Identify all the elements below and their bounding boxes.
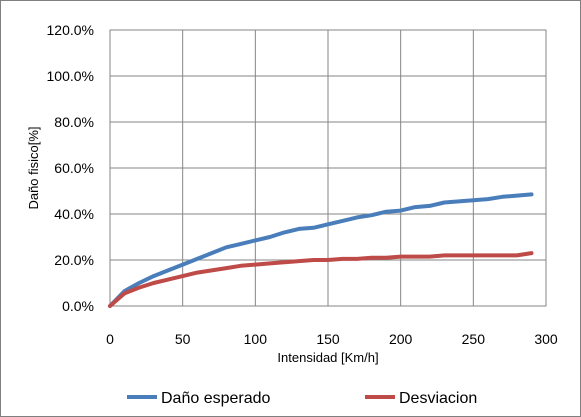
y-tick-label: 60.0% [54,160,94,176]
legend-label-2: Desviacion [399,390,477,407]
y-tick-label: 100.0% [47,68,94,84]
plot-border [109,29,547,307]
x-tick-label: 50 [175,331,191,347]
x-tick-label: 0 [106,331,114,347]
legend-label-1: Daño esperado [161,390,271,407]
series-line-2 [108,251,534,308]
series-line-1 [108,192,534,308]
y-tick-label: 40.0% [54,206,94,222]
y-tick-label: 120.0% [47,22,94,38]
y-tick-label: 80.0% [54,114,94,130]
x-tick-label: 250 [462,331,486,347]
y-tick-label: 0.0% [62,298,94,314]
x-tick-label: 150 [316,331,340,347]
x-tick-label: 300 [534,331,558,347]
y-axis-title: Daño fisico[%] [26,126,41,209]
x-tick-label: 200 [389,331,413,347]
x-tick-label: 100 [244,331,268,347]
y-tick-label: 20.0% [54,252,94,268]
x-axis-title: Intensidad [Km/h] [277,350,378,365]
